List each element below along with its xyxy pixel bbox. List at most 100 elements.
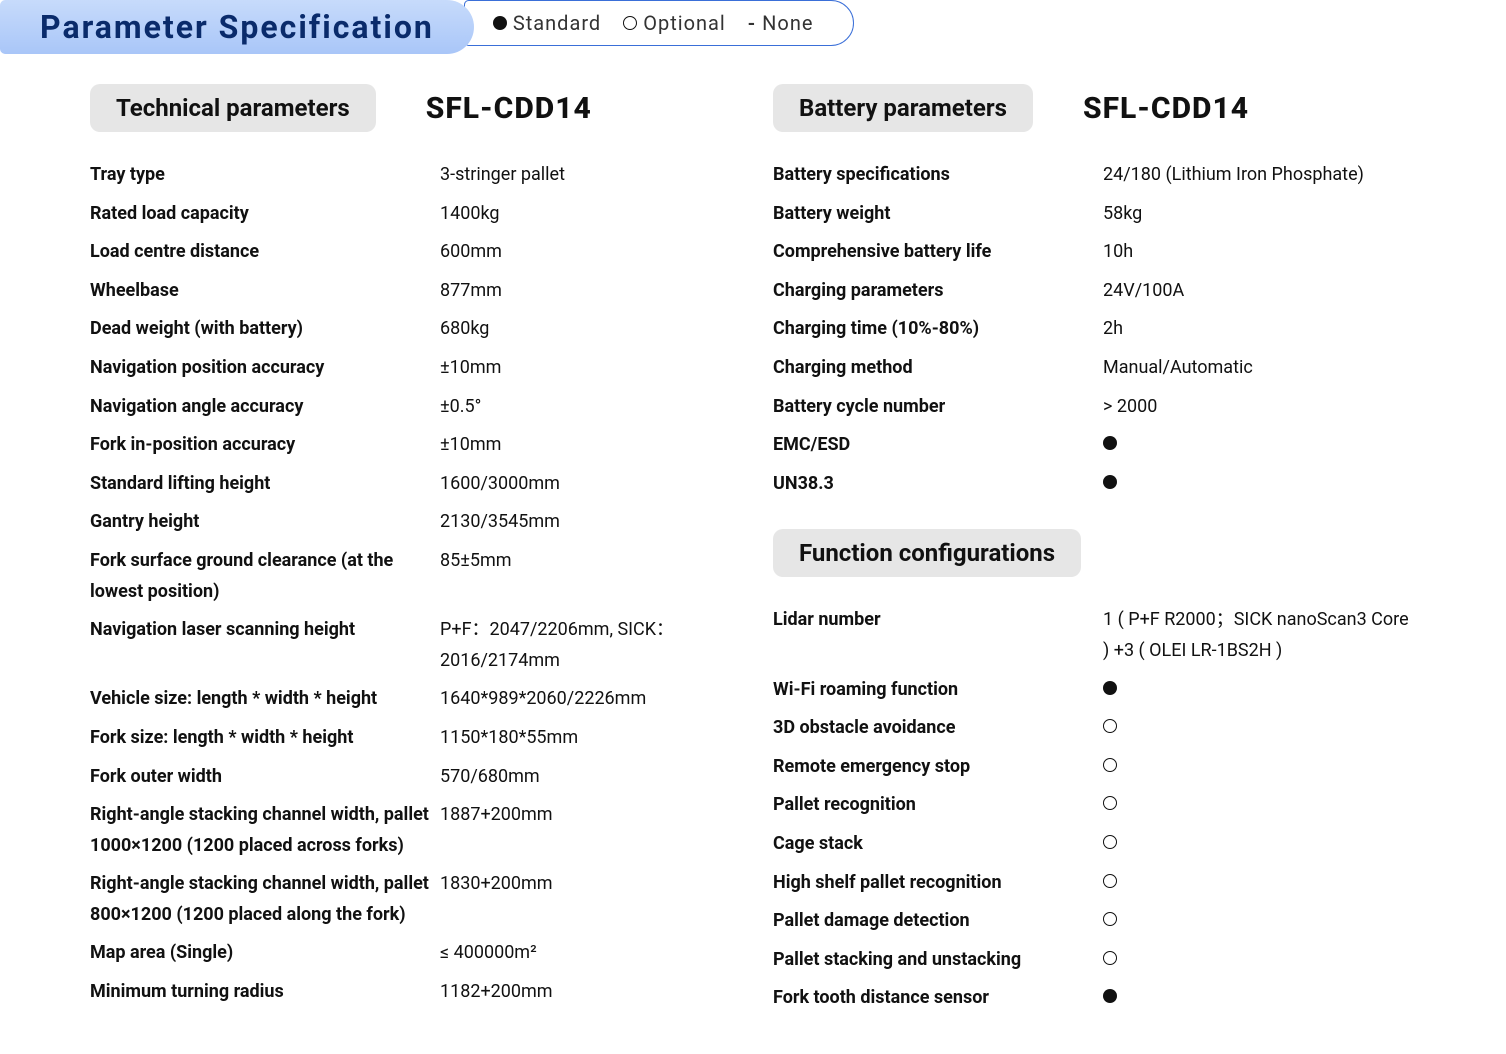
spec-value: 1640*989*2060/2226mm [440,684,733,715]
spec-value [1103,752,1416,783]
spec-value: 10h [1103,237,1416,268]
spec-label: Standard lifting height [90,469,440,500]
spec-label: Dead weight (with battery) [90,314,440,345]
spec-label: Minimum turning radius [90,977,440,1008]
legend-box: Standard Optional - None [464,0,855,46]
spec-value: 1600/3000mm [440,469,733,500]
spec-value [1103,430,1416,461]
empty-dot-icon [1103,951,1117,965]
spec-value: ±0.5° [440,392,733,423]
spec-label: Comprehensive battery life [773,237,1103,268]
spec-value: 85±5mm [440,546,733,607]
spec-value: 24/180 (Lithium Iron Phosphate) [1103,160,1416,191]
spec-value: 3-stringer pallet [440,160,733,191]
spec-label: Tray type [90,160,440,191]
spec-value: 1400kg [440,199,733,230]
spec-value: 1 ( P+F R2000；SICK nanoScan3 Core ) +3 (… [1103,605,1416,666]
spec-label: Charging time (10%-80%) [773,314,1103,345]
spec-value: 2130/3545mm [440,507,733,538]
technical-column: Technical parameters SFL-CDD14 Tray type… [90,84,733,1014]
empty-dot-icon [1103,874,1117,888]
spec-value: > 2000 [1103,392,1416,423]
spec-label: Battery cycle number [773,392,1103,423]
spec-label: High shelf pallet recognition [773,868,1103,899]
legend-standard-label: Standard [513,11,601,35]
spec-label: Cage stack [773,829,1103,860]
spec-label: Navigation laser scanning height [90,615,440,676]
spec-label: Load centre distance [90,237,440,268]
spec-value: 1182+200mm [440,977,733,1008]
function-header: Function configurations [773,529,1081,577]
spec-label: Pallet damage detection [773,906,1103,937]
spec-label: Battery weight [773,199,1103,230]
spec-label: Pallet stacking and unstacking [773,945,1103,976]
spec-value: ±10mm [440,353,733,384]
spec-value: 58kg [1103,199,1416,230]
spec-value [1103,675,1416,706]
spec-value: 570/680mm [440,762,733,793]
spec-value [1103,790,1416,821]
function-table: Lidar number1 ( P+F R2000；SICK nanoScan3… [773,605,1416,1014]
filled-dot-icon [1103,475,1117,489]
spec-label: Right-angle stacking channel width, pall… [90,869,440,930]
filled-dot-icon [1103,436,1117,450]
spec-value: Manual/Automatic [1103,353,1416,384]
spec-label: Gantry height [90,507,440,538]
empty-dot-icon [1103,835,1117,849]
battery-model: SFL-CDD14 [1083,91,1249,126]
spec-label: Battery specifications [773,160,1103,191]
legend-none-label: None [762,11,813,35]
spec-label: Fork surface ground clearance (at the lo… [90,546,440,607]
spec-value: P+F：2047/2206mm, SICK：2016/2174mm [440,615,733,676]
dash-icon: - [748,11,756,35]
spec-label: Charging method [773,353,1103,384]
spec-value [1103,983,1416,1014]
technical-header: Technical parameters [90,84,376,132]
legend-optional-label: Optional [643,11,726,35]
spec-value: 1830+200mm [440,869,733,930]
spec-label: Navigation position accuracy [90,353,440,384]
empty-dot-icon [623,16,637,30]
technical-model: SFL-CDD14 [426,91,592,126]
legend-optional: Optional [623,11,726,35]
spec-label: Navigation angle accuracy [90,392,440,423]
spec-label: Lidar number [773,605,1103,666]
battery-header: Battery parameters [773,84,1033,132]
spec-value [1103,868,1416,899]
spec-value [1103,906,1416,937]
filled-dot-icon [1103,681,1117,695]
spec-value: 1887+200mm [440,800,733,861]
spec-label: Pallet recognition [773,790,1103,821]
spec-value: 24V/100A [1103,276,1416,307]
spec-value: 2h [1103,314,1416,345]
spec-label: EMC/ESD [773,430,1103,461]
spec-label: Remote emergency stop [773,752,1103,783]
spec-label: Rated load capacity [90,199,440,230]
spec-value [1103,713,1416,744]
spec-value [1103,469,1416,500]
legend-none: - None [748,11,814,35]
filled-dot-icon [493,16,507,30]
page-title: Parameter Specification [0,0,474,54]
empty-dot-icon [1103,719,1117,733]
empty-dot-icon [1103,758,1117,772]
spec-value [1103,829,1416,860]
spec-label: Charging parameters [773,276,1103,307]
spec-value [1103,945,1416,976]
spec-value: 680kg [440,314,733,345]
spec-label: Fork outer width [90,762,440,793]
right-column: Battery parameters SFL-CDD14 Battery spe… [773,84,1416,1014]
spec-label: Wi-Fi roaming function [773,675,1103,706]
empty-dot-icon [1103,796,1117,810]
spec-label: Wheelbase [90,276,440,307]
spec-value: ≤ 400000m² [440,938,733,969]
empty-dot-icon [1103,912,1117,926]
spec-label: 3D obstacle avoidance [773,713,1103,744]
battery-table: Battery specifications24/180 (Lithium Ir… [773,160,1416,499]
filled-dot-icon [1103,989,1117,1003]
spec-label: Fork tooth distance sensor [773,983,1103,1014]
spec-label: Map area (Single) [90,938,440,969]
legend-standard: Standard [493,11,601,35]
spec-label: Vehicle size: length * width * height [90,684,440,715]
spec-label: Fork in-position accuracy [90,430,440,461]
